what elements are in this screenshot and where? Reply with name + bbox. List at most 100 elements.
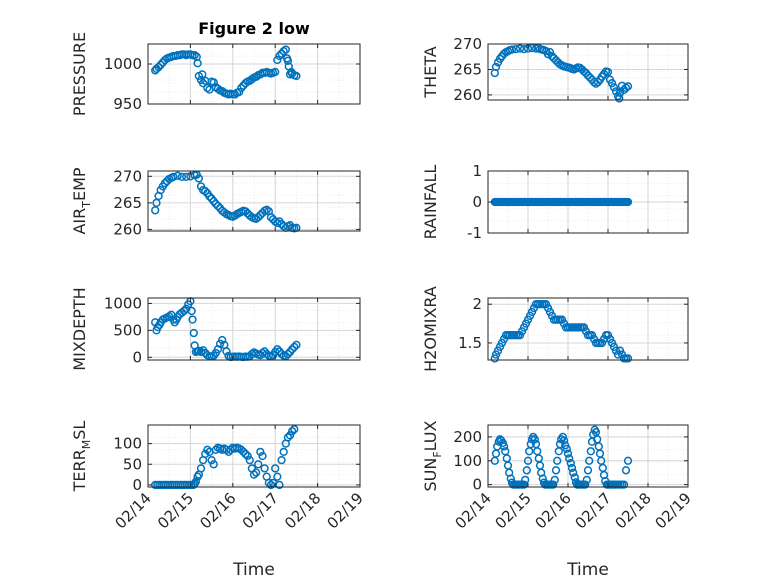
y-tick-label: 0 <box>132 476 142 494</box>
data-point <box>209 460 218 469</box>
data-point <box>179 306 189 316</box>
data-point <box>607 79 617 88</box>
data-point <box>519 480 529 489</box>
y-tick-label: 950 <box>113 95 142 113</box>
data-point <box>230 90 240 99</box>
panel-rainfall: -1 0 1 RAINFALL <box>421 162 689 242</box>
axes-box <box>147 424 361 488</box>
data-point <box>205 192 214 201</box>
y-tick-label: 100 <box>453 452 482 470</box>
data-point <box>585 73 595 82</box>
y-tick-label: 1.5 <box>458 334 482 352</box>
series-mixdepth <box>151 297 301 362</box>
y-tick-label: 50 <box>123 455 142 473</box>
series-pressure <box>151 45 301 99</box>
y-tick-label: -1 <box>467 224 482 242</box>
data-point <box>251 72 261 81</box>
data-point <box>271 464 280 473</box>
data-point <box>260 464 269 473</box>
data-point <box>196 347 206 357</box>
data-point <box>254 213 263 222</box>
data-point <box>585 456 594 465</box>
data-point <box>498 438 507 448</box>
data-point <box>623 456 633 465</box>
data-point <box>279 447 288 457</box>
axes-box <box>147 297 361 361</box>
data-point <box>521 475 530 484</box>
data-point <box>582 475 591 484</box>
data-point <box>203 83 212 93</box>
y-tick-label: 0 <box>132 348 142 366</box>
panel-h2omixra: 1.5 2 H2OMIXRA <box>421 286 689 372</box>
data-point <box>621 83 631 92</box>
panel-airtemp: 260 265 270 AIRTEMP <box>70 167 361 238</box>
x-tick-label: 02/14 <box>452 489 495 532</box>
data-point <box>595 449 605 458</box>
x-tick-label: 02/19 <box>324 489 367 532</box>
data-point <box>218 335 227 345</box>
data-point <box>281 45 290 54</box>
data-point <box>235 87 244 97</box>
data-point <box>535 461 545 470</box>
data-point <box>273 472 282 481</box>
x-tick-label: 02/18 <box>281 489 324 532</box>
data-point <box>543 50 553 59</box>
y-tick-label: 1000 <box>104 55 142 73</box>
chart-title: Figure 2 low <box>198 19 310 38</box>
data-point <box>288 345 297 354</box>
data-point <box>623 82 633 91</box>
data-point <box>288 427 297 436</box>
data-point <box>526 439 535 449</box>
data-point <box>207 455 216 465</box>
x-tick-label: 02/16 <box>532 489 575 532</box>
data-point <box>567 463 577 473</box>
y-axis-label: THETA <box>421 46 440 98</box>
x-tick-label: 02/14 <box>112 489 155 532</box>
data-point <box>565 454 574 463</box>
data-point <box>213 201 223 211</box>
data-point <box>241 207 250 216</box>
data-point <box>545 47 555 57</box>
data-point <box>154 63 163 72</box>
data-point <box>173 171 182 180</box>
data-point <box>213 84 223 93</box>
data-point <box>519 44 529 54</box>
data-point <box>191 477 201 486</box>
y-tick-label: 265 <box>453 60 482 78</box>
data-point <box>239 447 248 457</box>
data-point <box>211 199 220 209</box>
data-point <box>218 87 227 96</box>
data-point <box>262 205 271 214</box>
data-point <box>288 69 297 78</box>
data-point <box>258 451 267 461</box>
data-point <box>193 59 202 68</box>
data-point <box>283 56 293 65</box>
data-point <box>562 444 571 453</box>
series-theta <box>490 43 633 103</box>
data-point <box>292 71 301 81</box>
data-point <box>198 70 207 79</box>
x-tick-label: 02/17 <box>572 489 615 532</box>
data-point <box>222 347 231 356</box>
y-axis-label: AIRTEMP <box>70 167 93 234</box>
data-point <box>527 43 537 53</box>
data-point <box>169 172 178 181</box>
data-point <box>190 51 199 60</box>
data-point <box>241 449 250 459</box>
data-point <box>277 455 286 465</box>
data-point <box>196 464 206 473</box>
data-point <box>621 466 631 475</box>
data-point <box>623 197 633 207</box>
data-point <box>283 433 293 442</box>
y-axis-label: TERRMSL <box>70 421 93 493</box>
data-point <box>209 78 218 87</box>
data-point <box>256 447 265 457</box>
data-point <box>177 172 187 181</box>
data-point <box>285 431 295 440</box>
data-point <box>515 44 525 53</box>
data-point <box>569 468 578 477</box>
panel-terrmsl: 0 50 100 02/14 02/15 02/16 02/17 02/18 02/19 TERR… <box>70 421 367 580</box>
data-point <box>490 354 499 363</box>
data-point <box>523 456 533 465</box>
